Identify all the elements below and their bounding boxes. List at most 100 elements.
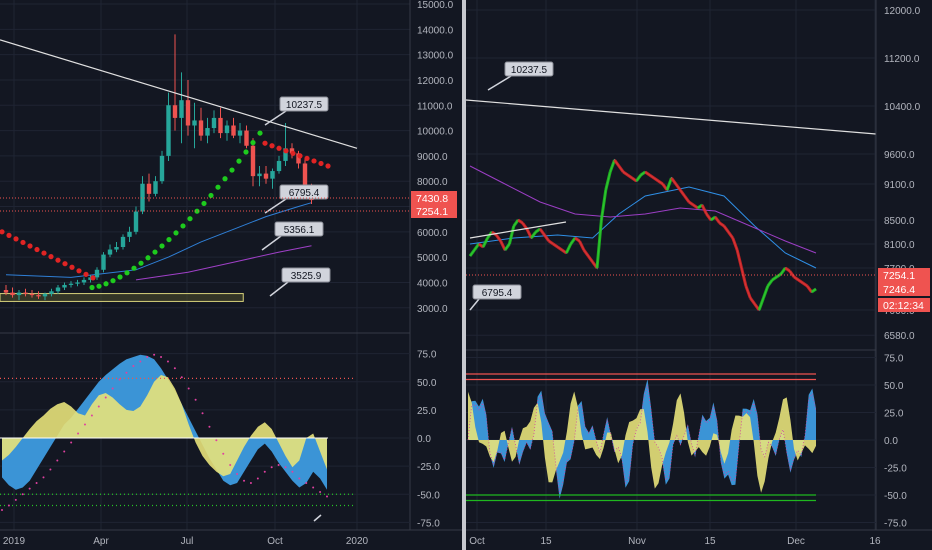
rsi-y-tick-label: -50.0 [884, 491, 907, 502]
rsi-signal-dot [326, 495, 328, 498]
supertrend-segment [779, 267, 787, 275]
supertrend-segment [735, 249, 744, 269]
supertrend-dot-red [283, 148, 289, 154]
support-trendline [469, 221, 567, 239]
rsi-signal-dot [166, 360, 169, 363]
rsi-y-tick-label: 25.0 [884, 409, 904, 420]
supertrend-segment [635, 174, 643, 182]
rsi-signal-dot [208, 425, 211, 428]
rsi-signal-dot [153, 353, 156, 356]
supertrend-segment [670, 177, 678, 185]
rsi-signal-dot [312, 486, 315, 489]
rsi-signal-dot [270, 466, 273, 469]
right-time-axis[interactable]: Oct 15 Nov 15 Dec 16 [466, 529, 932, 547]
left-x-tick-label: 2019 [3, 536, 26, 547]
left-chart[interactable]: 10237.5 6795.4 5356.1 3525.9 3000.0 4000.0 50… [0, 0, 462, 547]
callout-label: 10237.5 [511, 65, 548, 76]
rsi-signal-dot [125, 371, 128, 374]
rsi-signal-dot [28, 487, 31, 490]
supertrend-segment [543, 234, 551, 242]
supertrend-dot-green [131, 265, 137, 271]
rsi-signal-dot [256, 477, 259, 480]
rsi-signal-dot [49, 468, 52, 471]
candle-body [250, 145, 256, 177]
supertrend-dot-green [236, 158, 242, 164]
supertrend-segment [631, 176, 638, 183]
ma-blue-line [469, 186, 817, 269]
supertrend-dot-red [62, 261, 68, 267]
supertrend-segment [639, 170, 647, 177]
price-tag [411, 191, 457, 205]
supertrend-dot-green [201, 200, 207, 207]
rsi-signal-dot [263, 470, 266, 473]
rsi-signal-dot [215, 439, 218, 442]
chart-divider[interactable] [462, 0, 466, 550]
left-annotations[interactable]: 10237.5 6795.4 5356.1 3525.9 [261, 96, 331, 297]
right-x-tick-label: Oct [469, 536, 485, 547]
candle-body [270, 171, 275, 179]
price-tag-label: 7254.1 [883, 270, 915, 282]
rsi-signal-dot [222, 452, 225, 455]
rsi-y-tick-label: 0.0 [417, 434, 431, 445]
right-price-line [468, 158, 817, 312]
rsi-signal-dot [111, 387, 114, 390]
supertrend-segment [507, 225, 516, 245]
candle-body [127, 231, 132, 237]
callout-label: 10237.5 [286, 100, 323, 111]
price-tag [878, 298, 930, 312]
supertrend-segment [587, 255, 594, 263]
cursor-pen-icon[interactable] [313, 514, 322, 522]
right-y-tick-label: 6580.0 [884, 331, 915, 342]
candle-body [276, 160, 282, 172]
price-tag [878, 282, 930, 296]
supertrend-segment [569, 237, 577, 245]
supertrend-segment [674, 183, 682, 191]
left-zone [0, 293, 244, 302]
candle-body [289, 148, 295, 154]
rsi-signal-dot [63, 450, 66, 453]
left-rsi-axis[interactable]: 75.0 50.0 25.0 0.0 -25.0 -50.0 -75.0 [417, 350, 440, 530]
left-time-axis[interactable]: 2019 Apr Jul Oct 2020 [0, 529, 462, 547]
rsi-signal-dot [83, 423, 86, 426]
supertrend-dot-green [222, 176, 228, 182]
right-x-tick-label: 15 [704, 536, 716, 547]
candle-body [120, 236, 126, 247]
right-rsi-axis[interactable]: 75.0 50.0 25.0 0.0 -25.0 -50.0 -75.0 [884, 354, 907, 530]
supertrend-dot-red [34, 246, 40, 253]
right-annotations[interactable]: 10237.5 6795.4 [469, 61, 554, 311]
candle-body [29, 293, 35, 296]
candle-body [88, 277, 93, 280]
candle-body [172, 105, 178, 118]
rsi-signal-dot [7, 504, 10, 507]
supertrend-segment [718, 221, 725, 228]
supertrend-dot-green [257, 130, 263, 136]
callout-label: 6795.4 [289, 188, 320, 199]
supertrend-dot-green [138, 260, 144, 266]
candle-body [153, 181, 158, 194]
rsi-signal-dot [187, 387, 190, 390]
rsi-signal-dot [118, 378, 121, 381]
supertrend-segment [806, 285, 813, 293]
right-trendlines [465, 99, 877, 276]
supertrend-dot-green [194, 208, 200, 214]
supertrend-segment [517, 218, 524, 225]
left-y-tick-label: 10000.0 [417, 127, 454, 138]
candle-body [263, 173, 269, 179]
supertrend-segment [613, 159, 621, 167]
right-price-axis[interactable]: 6580.07000.07700.08100.08500.09100.09600… [875, 0, 921, 530]
callout-box [472, 284, 522, 300]
callout-box [279, 184, 329, 200]
right-y-tick-label: 8500.0 [884, 216, 915, 227]
right-y-tick-label: 11200.0 [884, 54, 920, 65]
candle-body [283, 148, 288, 161]
left-y-tick-label: 11000.0 [417, 101, 453, 112]
rsi-y-tick-label: 75.0 [884, 354, 904, 365]
supertrend-segment [722, 225, 730, 233]
rsi-y-tick-label: 50.0 [884, 381, 904, 392]
left-y-tick-label: 15000.0 [417, 0, 454, 11]
ma-blue-line [5, 202, 312, 278]
left-x-tick-label: Apr [93, 536, 109, 547]
candle-body [218, 117, 223, 134]
supertrend-dot-green [250, 140, 256, 146]
